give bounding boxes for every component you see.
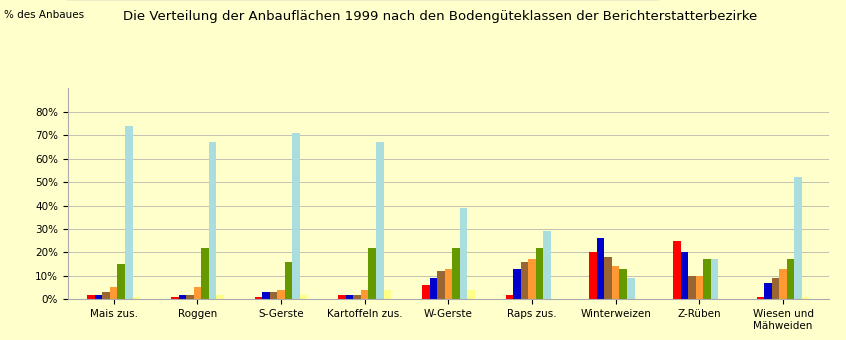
Bar: [376, 142, 383, 299]
Bar: [110, 288, 118, 299]
Bar: [506, 294, 514, 299]
Bar: [787, 259, 794, 299]
Bar: [338, 294, 346, 299]
Bar: [118, 264, 125, 299]
Bar: [95, 294, 102, 299]
Bar: [277, 290, 285, 299]
Bar: [459, 208, 467, 299]
Bar: [597, 238, 604, 299]
Bar: [270, 292, 277, 299]
Bar: [102, 292, 110, 299]
Bar: [194, 288, 201, 299]
Bar: [179, 294, 186, 299]
Bar: [772, 278, 779, 299]
Bar: [361, 290, 369, 299]
Bar: [528, 259, 536, 299]
Bar: [422, 285, 430, 299]
Bar: [255, 297, 262, 299]
Bar: [688, 276, 695, 299]
Bar: [794, 177, 802, 299]
Bar: [171, 297, 179, 299]
Bar: [590, 252, 597, 299]
Bar: [764, 283, 772, 299]
Bar: [437, 271, 445, 299]
Bar: [87, 294, 95, 299]
Bar: [383, 290, 391, 299]
Bar: [445, 269, 452, 299]
Bar: [186, 294, 194, 299]
Bar: [125, 126, 133, 299]
Bar: [703, 259, 711, 299]
Bar: [430, 278, 437, 299]
Bar: [452, 248, 459, 299]
Bar: [619, 269, 627, 299]
Bar: [354, 294, 361, 299]
Bar: [604, 257, 612, 299]
Bar: [299, 294, 307, 299]
Bar: [536, 248, 543, 299]
Bar: [133, 297, 140, 299]
Bar: [514, 269, 521, 299]
Bar: [217, 294, 223, 299]
Bar: [209, 142, 217, 299]
Bar: [262, 292, 270, 299]
Bar: [201, 248, 209, 299]
Text: Die Verteilung der Anbauflächen 1999 nach den Bodengüteklassen der Berichterstat: Die Verteilung der Anbauflächen 1999 nac…: [123, 10, 757, 23]
Bar: [369, 248, 376, 299]
Bar: [779, 269, 787, 299]
Bar: [680, 252, 688, 299]
Bar: [673, 241, 680, 299]
Bar: [612, 267, 619, 299]
Text: % des Anbaues: % des Anbaues: [4, 10, 85, 20]
Bar: [627, 278, 634, 299]
Bar: [695, 276, 703, 299]
Bar: [802, 297, 810, 299]
Bar: [293, 133, 299, 299]
Bar: [711, 259, 718, 299]
Bar: [756, 297, 764, 299]
Bar: [521, 262, 528, 299]
Bar: [346, 294, 354, 299]
Bar: [285, 262, 293, 299]
Bar: [543, 231, 551, 299]
Bar: [467, 290, 475, 299]
